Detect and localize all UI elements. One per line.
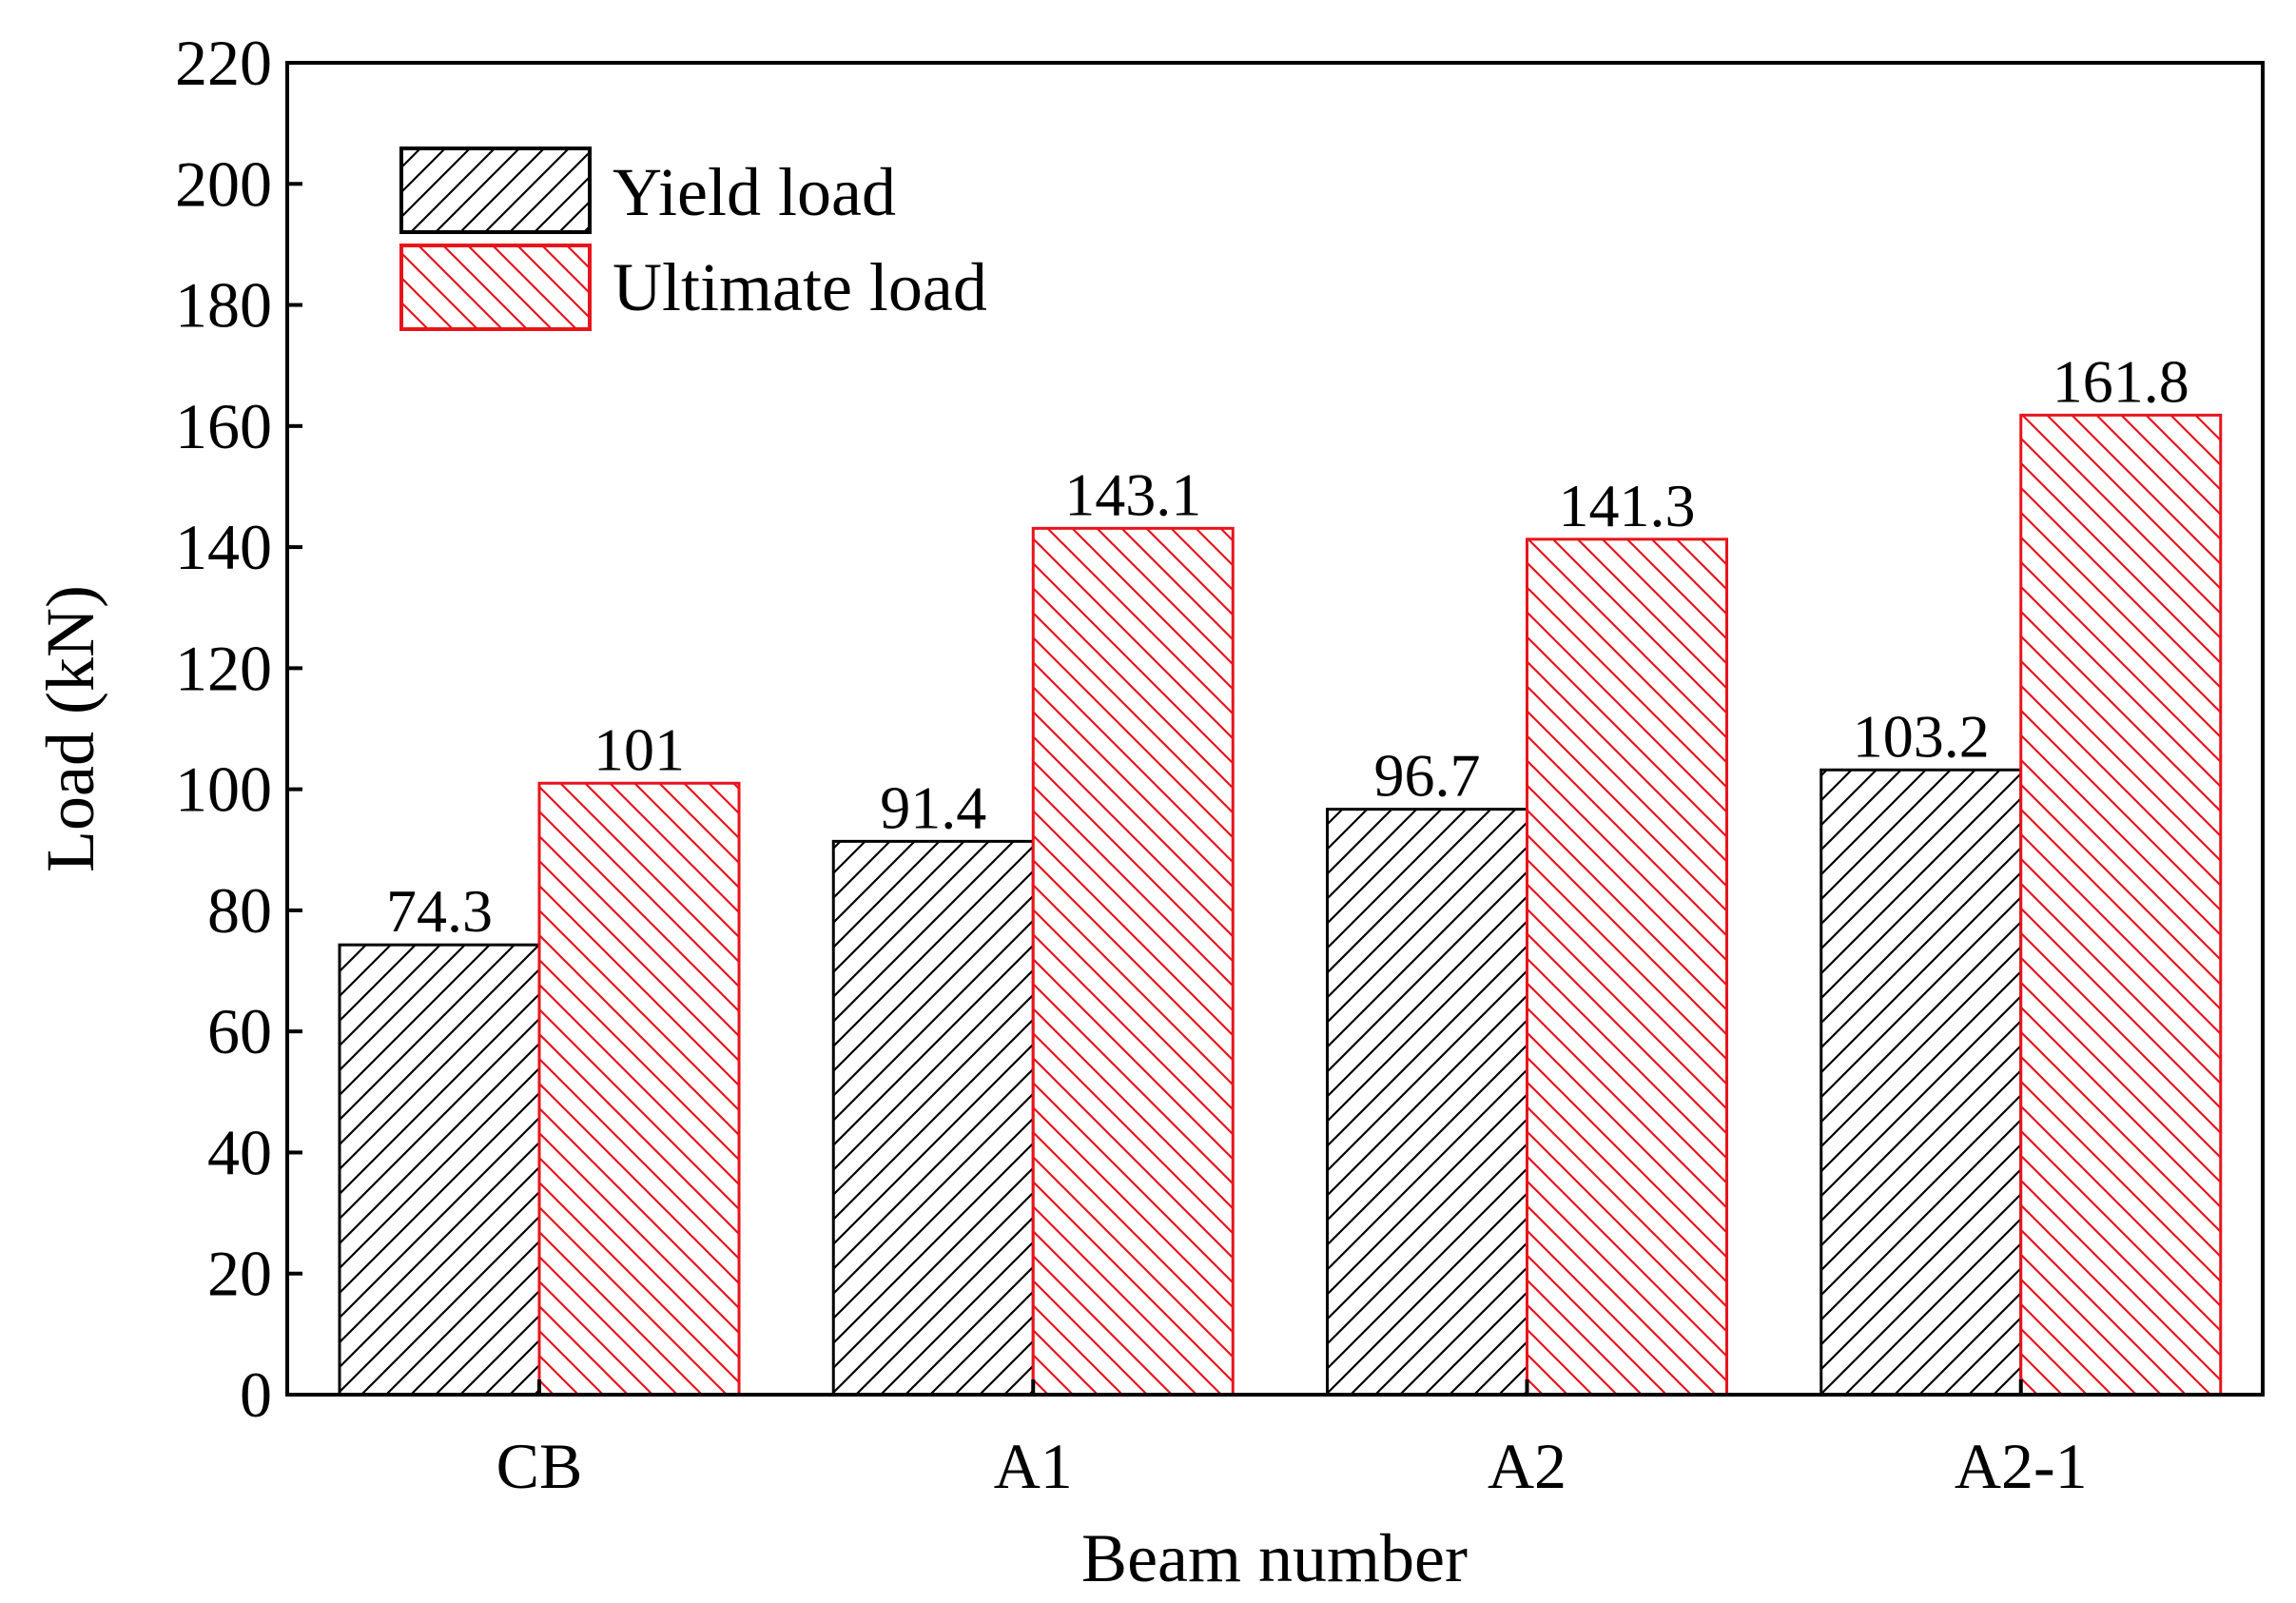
y-tick-label: 20 — [207, 1238, 272, 1310]
legend: Yield load Ultimate load — [399, 147, 987, 331]
data-label: 161.8 — [2053, 347, 2189, 415]
plot-frame — [285, 61, 2265, 1397]
y-tick-label: 180 — [175, 269, 272, 342]
legend-label-ultimate: Ultimate load — [613, 249, 987, 325]
data-label: 143.1 — [1064, 460, 1201, 528]
y-tick-label: 220 — [175, 27, 272, 99]
bar-a1-ultimate — [1031, 526, 1235, 1397]
y-tick-label: 200 — [175, 147, 272, 220]
y-tick-label: 120 — [175, 632, 272, 704]
x-axis-title: Beam number — [1081, 1520, 1468, 1596]
y-tick-label: 100 — [175, 753, 272, 826]
x-tick-label: A2-1 — [1955, 1430, 2088, 1502]
x-tick-label: CB — [496, 1430, 583, 1502]
data-label: 96.7 — [1374, 742, 1481, 810]
legend-swatch-yield — [399, 147, 592, 234]
x-axis: CB A1 A2 A2-1 — [496, 1379, 2088, 1502]
y-tick-label: 60 — [207, 995, 272, 1067]
legend-swatch-ultimate — [399, 244, 592, 331]
data-label: 103.2 — [1853, 702, 1990, 770]
y-tick-label: 160 — [175, 390, 272, 462]
x-tick-label: A1 — [994, 1430, 1073, 1502]
data-label: 91.4 — [880, 773, 986, 841]
data-label: 141.3 — [1559, 472, 1696, 539]
bar-a2-yield — [1326, 808, 1528, 1397]
bar-cb-ultimate — [537, 781, 741, 1397]
data-label: 74.3 — [386, 877, 493, 945]
y-tick-label: 140 — [175, 511, 272, 583]
bars-layer — [338, 413, 2223, 1397]
bar-a2-1-ultimate — [2019, 413, 2223, 1397]
legend-label-yield: Yield load — [613, 154, 896, 230]
y-tick-label: 40 — [207, 1116, 272, 1188]
data-label: 101 — [593, 715, 685, 783]
bar-cb-yield — [338, 943, 541, 1397]
y-axis-title: Load (kN) — [32, 585, 108, 872]
x-tick-label: A2 — [1488, 1430, 1566, 1502]
bar-a2-1-yield — [1819, 768, 2023, 1397]
y-axis: 0 20 40 60 80 100 120 140 160 180 200 220 — [175, 27, 302, 1431]
bar-a1-yield — [831, 839, 1035, 1397]
data-labels-layer: 74.3 91.4 96.7 103.2 101 143.1 141.3 161.8 — [386, 347, 2189, 945]
y-tick-label: 80 — [207, 874, 272, 947]
bar-a2-ultimate — [1526, 538, 1728, 1397]
y-tick-label: 0 — [240, 1359, 272, 1431]
